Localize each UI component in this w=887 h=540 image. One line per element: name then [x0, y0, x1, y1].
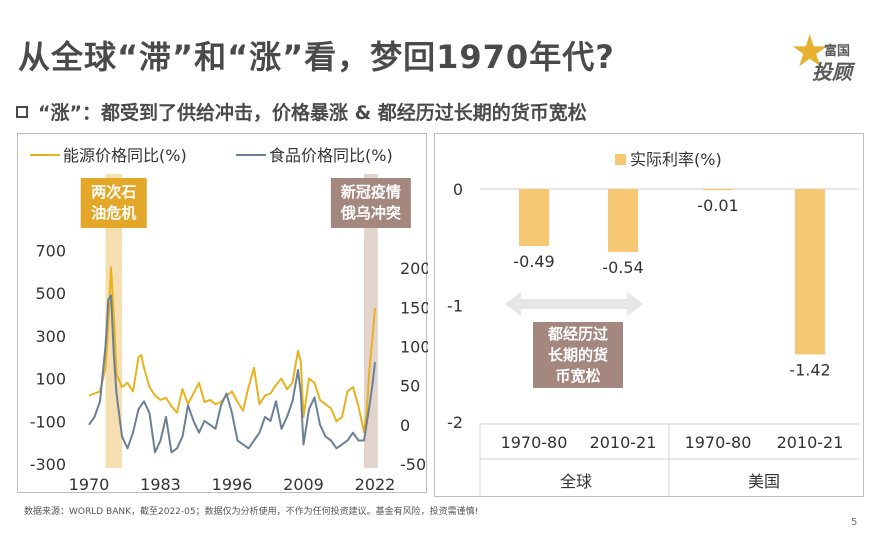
page-number: 5 — [851, 517, 858, 528]
y-tick-label-left: 300 — [35, 327, 66, 346]
logo-text-main: 投顾 — [812, 60, 852, 84]
y-tick-label-left: -100 — [30, 412, 66, 431]
x-category-label: 2010-21 — [777, 433, 844, 452]
annotation-label-text: 长期的货 — [548, 346, 608, 364]
x-tick-label: 2022 — [355, 475, 396, 494]
legend-bar-label: 实际利率(%) — [630, 150, 722, 169]
logo-text-top: 富国 — [824, 44, 851, 59]
page-title: 从全球“滞”和“涨”看，梦回1970年代? — [18, 38, 615, 76]
y-tick-label-right: 200 — [400, 259, 428, 278]
subtitle-text: “涨”：都受到了供给冲击，价格暴涨 & 都经历过长期的货币宽松 — [38, 102, 587, 124]
annotation-label-text: 两次石 — [91, 183, 136, 201]
y-tick-label-right: 0 — [400, 416, 410, 435]
x-tick-label: 1983 — [140, 475, 181, 494]
x-category-label: 2010-21 — [590, 433, 657, 452]
annotation-label-text: 俄乌冲突 — [340, 204, 401, 222]
real-rate-bar — [519, 189, 549, 247]
x-tick-label: 1970 — [69, 475, 110, 494]
annotation-label-text: 新冠疫情 — [341, 183, 401, 201]
y-tick-label: -1 — [447, 297, 463, 316]
brand-logo: ★ 富国 投顾 — [790, 30, 870, 85]
line-chart-panel: 能源价格同比(%) 食品价格同比(%) 两次石油危机 新冠疫情俄乌冲突 -300 -… — [17, 133, 431, 494]
y-tick-label-left: 500 — [35, 284, 66, 303]
annotation-label-text: 油危机 — [91, 204, 136, 222]
y-tick-label: 0 — [453, 180, 463, 199]
y-tick-label-left: -300 — [30, 455, 66, 474]
energy-price-line — [88, 266, 376, 433]
legend-energy-label: 能源价格同比(%) — [63, 146, 187, 165]
y-tick-label-right: 100 — [400, 338, 428, 357]
x-tick-label: 2009 — [283, 475, 324, 494]
y-tick-label-right: -50 — [400, 455, 426, 474]
y-tick-label: -2 — [447, 413, 463, 432]
real-rate-bar — [795, 189, 825, 355]
annotation-label-box — [533, 322, 623, 388]
x-category-label: 1970-80 — [501, 433, 568, 452]
bar-value-label: -0.54 — [602, 258, 643, 277]
page-subtitle: “涨”：都受到了供给冲击，价格暴涨 & 都经历过长期的货币宽松 — [16, 98, 587, 125]
annotation-label-box — [80, 178, 147, 228]
y-tick-label-right: 50 — [400, 377, 420, 396]
y-tick-label-left: 100 — [35, 370, 66, 389]
y-tick-label-right: 150 — [400, 298, 428, 317]
bar-chart: 实际利率(%) 都经历过长期的货币宽松 -0.49 -0.54 -0.01 -1.42… — [447, 150, 860, 496]
bar-value-label: -0.49 — [513, 252, 554, 271]
bar-value-label: -0.01 — [697, 196, 738, 215]
star-icon: ★ — [790, 26, 830, 77]
bar-chart-panel: 实际利率(%) 都经历过长期的货币宽松 -0.49 -0.54 -0.01 -1.42… — [434, 133, 864, 497]
annotation-label-box — [330, 178, 411, 228]
real-rate-bar — [703, 189, 733, 191]
legend-bar-swatch — [615, 154, 626, 165]
x-group-label: 全球 — [560, 472, 592, 491]
food-price-line — [88, 294, 376, 454]
real-rate-bar — [608, 189, 638, 252]
double-arrow-icon — [505, 292, 643, 316]
x-category-label: 1970-80 — [685, 433, 752, 452]
legend-food-label: 食品价格同比(%) — [269, 146, 393, 165]
square-bullet-icon — [16, 106, 28, 118]
x-group-label: 美国 — [748, 472, 780, 491]
y-tick-label-left: 700 — [35, 241, 66, 260]
annotation-label-text: 都经历过 — [547, 325, 608, 343]
bar-value-label: -1.42 — [789, 360, 830, 379]
data-source-footnote: 数据来源：WORLD BANK，截至2022-05；数据仅为分析使用，不作为任何… — [24, 507, 479, 517]
x-tick-label: 1996 — [212, 475, 253, 494]
annotation-label-text: 币宽松 — [555, 367, 600, 385]
